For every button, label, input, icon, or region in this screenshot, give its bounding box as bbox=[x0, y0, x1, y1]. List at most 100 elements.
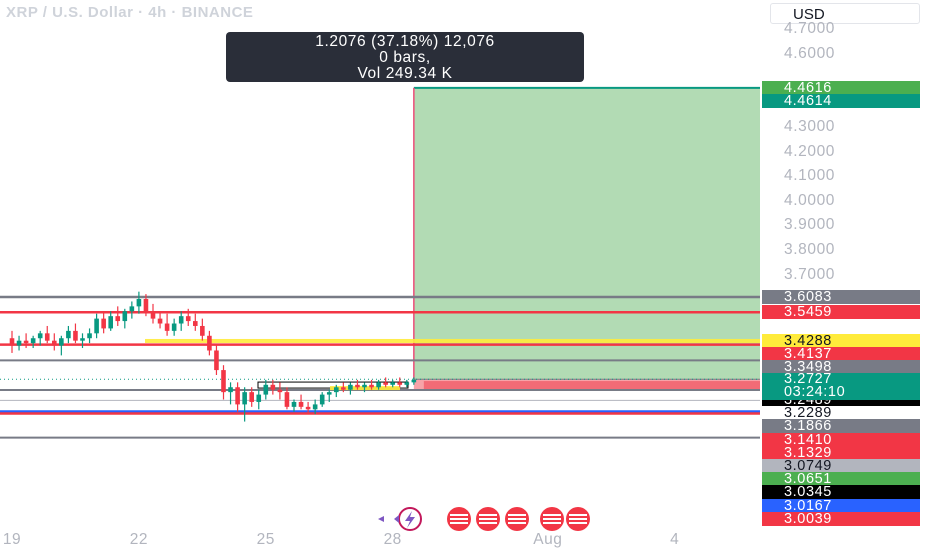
tooltip-line-3: Vol 249.34 K bbox=[357, 65, 453, 82]
tooltip-line-1: 1.2076 (37.18%) 12,076 bbox=[315, 33, 495, 50]
candle bbox=[164, 313, 170, 336]
candle bbox=[108, 311, 113, 331]
candle bbox=[73, 323, 78, 344]
candle bbox=[87, 328, 92, 344]
candle bbox=[319, 392, 325, 407]
candle bbox=[242, 387, 247, 422]
candle bbox=[369, 379, 374, 390]
y-tick-label: 3.9000 bbox=[784, 216, 836, 234]
candle bbox=[101, 311, 106, 334]
live-price-tag: 3.2727 03:24:10 bbox=[762, 372, 920, 400]
candles bbox=[9, 291, 417, 422]
candle bbox=[9, 330, 15, 353]
price-tag: 3.4288 bbox=[762, 334, 920, 348]
candle bbox=[16, 335, 22, 351]
candle bbox=[200, 318, 205, 341]
y-tick-label: 4.3000 bbox=[784, 118, 836, 136]
candle bbox=[263, 379, 269, 400]
candle bbox=[129, 301, 135, 319]
candle bbox=[80, 333, 85, 349]
price-tag: 3.3498 bbox=[762, 360, 920, 375]
lightning-icon[interactable] bbox=[378, 507, 422, 531]
candle bbox=[143, 294, 149, 317]
price-tag: 3.0749 bbox=[762, 459, 920, 473]
price-tag: 3.2289 bbox=[762, 406, 920, 420]
candle bbox=[270, 379, 276, 395]
loss-zone-dark bbox=[423, 381, 760, 390]
symbol-title: XRP / U.S. Dollar · 4h · BINANCE bbox=[6, 4, 254, 21]
candle bbox=[30, 335, 36, 349]
candle bbox=[312, 399, 318, 415]
price-tag: 3.1410 bbox=[762, 432, 920, 447]
candle bbox=[348, 382, 353, 395]
price-tag: 3.0345 bbox=[762, 485, 920, 500]
candle bbox=[284, 387, 290, 410]
us-flag-icon[interactable] bbox=[566, 507, 590, 531]
price-tag: 4.4614 bbox=[762, 94, 920, 108]
us-flag-icon[interactable] bbox=[505, 507, 529, 531]
price-tag: 3.1866 bbox=[762, 419, 920, 434]
candle bbox=[37, 330, 43, 346]
price-tag: 3.0039 bbox=[762, 512, 920, 526]
candle bbox=[157, 311, 163, 329]
candle bbox=[411, 377, 417, 385]
candle bbox=[235, 382, 240, 412]
candle bbox=[136, 291, 142, 314]
y-tick-label: 4.2000 bbox=[784, 142, 836, 160]
x-tick-label: Aug bbox=[533, 531, 563, 548]
candle bbox=[291, 399, 297, 412]
y-tick-label: 4.1000 bbox=[784, 167, 836, 185]
live-price-countdown: 03:24:10 bbox=[784, 384, 846, 400]
price-tag: 3.4137 bbox=[762, 347, 920, 361]
candle bbox=[178, 311, 184, 331]
candle bbox=[326, 389, 332, 402]
candle bbox=[390, 379, 395, 388]
measure-tooltip: 1.2076 (37.18%) 12,076 0 bars, Vol 249.3… bbox=[226, 32, 584, 82]
candle bbox=[122, 308, 128, 329]
y-tick-label: 4.0000 bbox=[784, 191, 836, 209]
candle bbox=[383, 377, 388, 388]
candle bbox=[214, 345, 219, 375]
event-badges bbox=[378, 507, 590, 531]
us-flag-icon[interactable] bbox=[447, 507, 471, 531]
candle bbox=[362, 382, 367, 393]
profit-zone bbox=[413, 87, 760, 380]
tooltip-line-2: 0 bars, bbox=[379, 49, 431, 66]
candle bbox=[207, 330, 212, 356]
candle bbox=[404, 379, 410, 388]
candle bbox=[59, 335, 64, 356]
candle bbox=[341, 382, 346, 393]
candle bbox=[23, 333, 29, 349]
candle bbox=[150, 303, 156, 324]
x-tick-label: 28 bbox=[383, 531, 402, 548]
candle bbox=[277, 382, 283, 400]
y-tick-label: 3.8000 bbox=[784, 240, 836, 258]
candle bbox=[305, 401, 311, 415]
candle bbox=[298, 394, 304, 410]
candle bbox=[228, 382, 233, 405]
candle bbox=[66, 325, 71, 344]
candle bbox=[256, 389, 262, 410]
price-tag: 3.0651 bbox=[762, 472, 920, 486]
candle bbox=[249, 387, 254, 407]
candle bbox=[355, 379, 360, 390]
currency-selector[interactable]: USD bbox=[770, 3, 920, 24]
y-tick-label: 4.6000 bbox=[784, 44, 836, 62]
us-flag-icon[interactable] bbox=[476, 507, 500, 531]
candle bbox=[44, 325, 50, 344]
price-tag: 3.0167 bbox=[762, 498, 920, 513]
candle bbox=[334, 384, 339, 398]
candle bbox=[94, 313, 99, 339]
y-tick-label: 3.7000 bbox=[784, 265, 836, 283]
support-zone[interactable] bbox=[145, 338, 760, 343]
x-tick-label: 25 bbox=[256, 531, 275, 548]
candle bbox=[185, 308, 191, 326]
x-tick-label: 4 bbox=[670, 531, 680, 548]
x-tick-label: 22 bbox=[129, 531, 149, 548]
candle bbox=[52, 333, 57, 351]
candle bbox=[221, 365, 226, 400]
y-tick-label: 4.7000 bbox=[784, 20, 836, 38]
us-flag-icon[interactable] bbox=[540, 507, 564, 531]
